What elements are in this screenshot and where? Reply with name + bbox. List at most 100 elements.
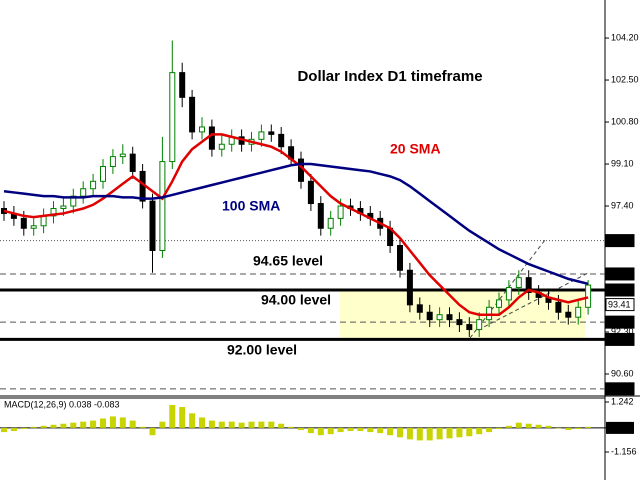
candle-body bbox=[565, 311, 572, 318]
candle-body bbox=[149, 200, 156, 251]
macd-bar bbox=[100, 418, 106, 428]
candle-body bbox=[129, 153, 136, 172]
candle-body bbox=[298, 158, 304, 182]
level-box bbox=[605, 267, 635, 281]
candle-body bbox=[199, 126, 205, 133]
macd-bar bbox=[20, 427, 27, 429]
macd-bar bbox=[278, 423, 285, 428]
candle-body bbox=[20, 217, 27, 229]
sma-line bbox=[3, 162, 589, 286]
macd-bar bbox=[179, 407, 186, 428]
macd-bar bbox=[456, 427, 463, 438]
macd-bar bbox=[258, 421, 265, 428]
macd-bar bbox=[149, 427, 156, 436]
macd-bar bbox=[406, 427, 413, 440]
y-tick-label: 97.40 bbox=[611, 200, 634, 210]
level-box bbox=[605, 283, 635, 297]
annotation: 94.00 level bbox=[261, 292, 331, 308]
macd-bar bbox=[30, 426, 37, 428]
macd-bar bbox=[129, 420, 136, 428]
level-label: 92.70 bbox=[608, 317, 631, 327]
macd-bar bbox=[218, 421, 225, 428]
macd-bar bbox=[505, 425, 512, 428]
candle-body bbox=[505, 287, 512, 301]
macd-bar bbox=[268, 421, 275, 428]
y-tick-label: 104.20 bbox=[611, 32, 639, 42]
level-label: 92.00 bbox=[608, 334, 631, 344]
candle-body bbox=[525, 277, 532, 293]
macd-bar bbox=[446, 427, 453, 439]
macd-bar bbox=[228, 421, 235, 428]
candle-body bbox=[436, 314, 443, 321]
level-box bbox=[606, 421, 634, 434]
candle-body bbox=[30, 225, 37, 229]
level-box bbox=[605, 234, 635, 248]
macd-bar bbox=[377, 427, 384, 434]
candle-body bbox=[426, 311, 433, 321]
macd-bar bbox=[307, 427, 314, 434]
candle-body bbox=[416, 304, 423, 313]
y-tick-label: 1.242 bbox=[611, 396, 634, 406]
y-tick-label: 100.80 bbox=[611, 116, 639, 126]
candle-body bbox=[80, 188, 87, 197]
macd-bar bbox=[496, 427, 502, 429]
sma-line bbox=[3, 133, 589, 316]
macd-bar bbox=[397, 427, 403, 438]
macd-bar bbox=[199, 417, 205, 428]
macd-bar bbox=[169, 404, 176, 428]
candle-body bbox=[169, 72, 176, 163]
macd-bar bbox=[189, 413, 196, 428]
macd-bar bbox=[139, 426, 146, 428]
macd-bar bbox=[585, 426, 592, 428]
macd-bar bbox=[426, 427, 433, 441]
level-box bbox=[605, 332, 635, 346]
level-box bbox=[605, 298, 635, 312]
macd-bar bbox=[238, 422, 245, 428]
macd-bar bbox=[347, 427, 354, 432]
candle-body bbox=[307, 180, 314, 205]
macd-bar bbox=[416, 427, 423, 441]
candle-body bbox=[555, 301, 562, 313]
macd-bar bbox=[10, 427, 17, 432]
macd-bar bbox=[357, 427, 364, 432]
level-label: 96.00 bbox=[608, 235, 631, 245]
macd-bar bbox=[525, 423, 532, 428]
macd-bar bbox=[337, 427, 344, 433]
y-tick-label: 0.00 bbox=[611, 422, 629, 432]
chart-title: Dollar Index D1 timeframe bbox=[297, 68, 482, 85]
macd-bar bbox=[208, 420, 215, 428]
y-tick-label: -1.156 bbox=[611, 446, 637, 456]
candle-body bbox=[218, 143, 225, 150]
y-tick-label: 102.50 bbox=[611, 74, 639, 84]
level-box bbox=[605, 315, 635, 329]
annotation: 94.65 level bbox=[253, 253, 323, 269]
candle-body bbox=[476, 319, 483, 331]
candle-body bbox=[189, 96, 196, 133]
candle-body bbox=[90, 180, 97, 190]
macd-bar bbox=[545, 425, 552, 428]
y-tick-label: 99.10 bbox=[611, 158, 634, 168]
macd-title: MACD(12,26,9) 0.038 -0.083 bbox=[4, 399, 120, 409]
y-tick-label: 92.30 bbox=[611, 326, 634, 336]
candle-body bbox=[466, 324, 473, 331]
macd-bar bbox=[436, 427, 443, 440]
macd-bar bbox=[317, 427, 324, 436]
legend-entry: 100 SMA bbox=[222, 198, 280, 214]
support-zone bbox=[340, 290, 585, 340]
candle-body bbox=[159, 161, 166, 251]
macd-bar bbox=[70, 422, 77, 428]
candle-body bbox=[100, 165, 106, 182]
candle-body bbox=[278, 133, 285, 148]
macd-bar bbox=[298, 427, 304, 430]
candle-body bbox=[208, 126, 215, 150]
candle-body bbox=[575, 306, 582, 318]
level-label: 90.00 bbox=[608, 384, 631, 394]
macd-bar bbox=[288, 426, 295, 428]
candle-body bbox=[60, 205, 67, 209]
macd-bar bbox=[515, 422, 522, 428]
legend-entry: 20 SMA bbox=[390, 141, 441, 157]
candle-body bbox=[119, 153, 126, 158]
candle-body bbox=[258, 131, 265, 140]
